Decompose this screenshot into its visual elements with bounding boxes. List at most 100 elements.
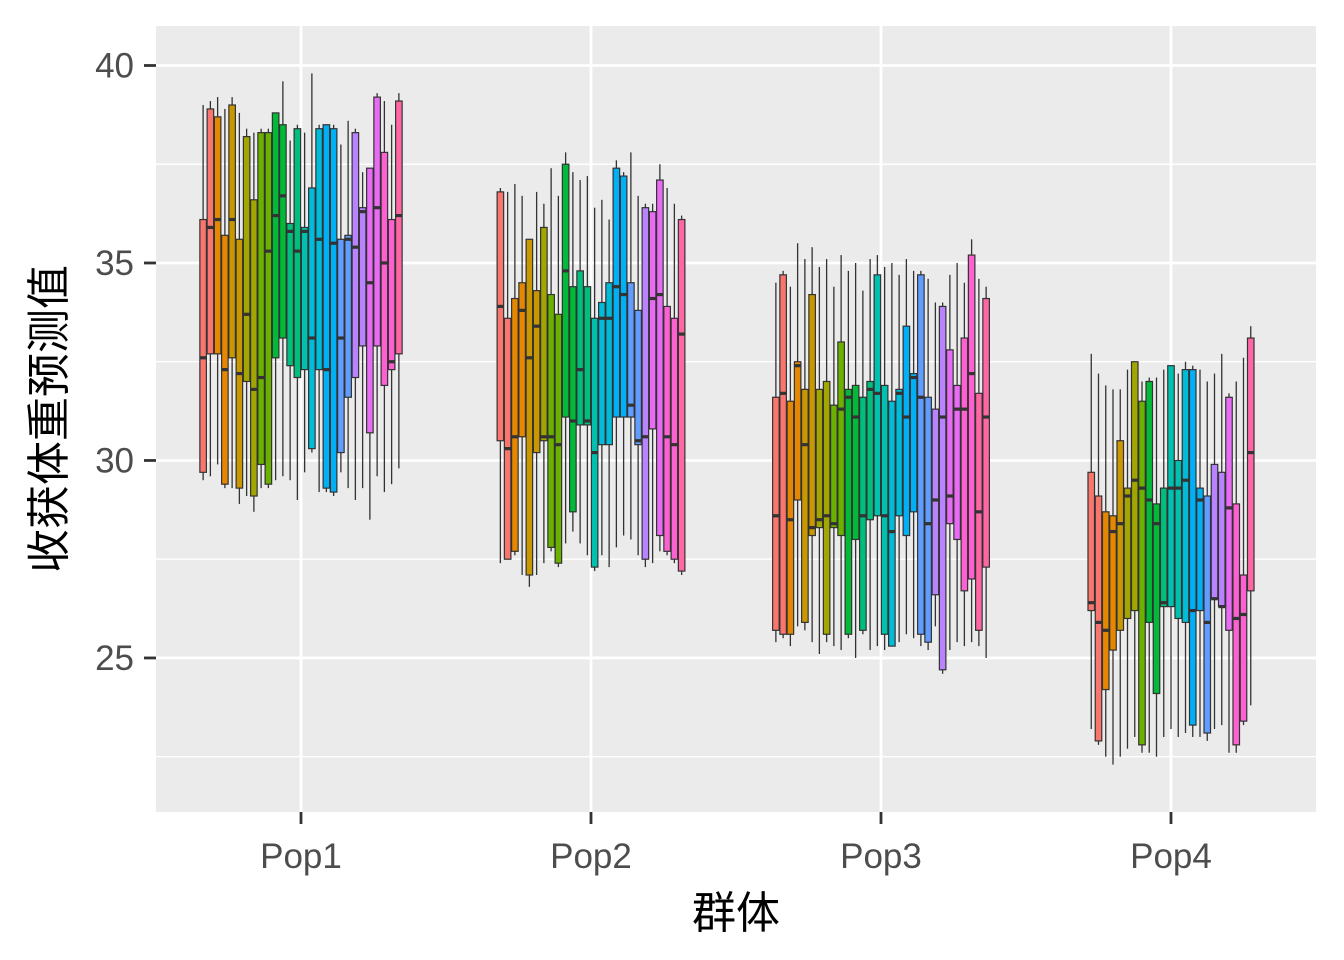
box-iqr	[612, 167, 621, 418]
box-iqr	[880, 384, 889, 635]
box-iqr	[503, 317, 512, 560]
box-iqr	[518, 282, 526, 438]
box-iqr	[830, 404, 838, 529]
box-iqr	[641, 207, 650, 560]
box-iqr	[206, 108, 215, 355]
box	[946, 274, 954, 651]
box-iqr	[286, 222, 294, 367]
box-iqr	[199, 218, 207, 473]
box	[250, 132, 258, 512]
box	[859, 290, 867, 635]
box-iqr	[322, 124, 331, 489]
box	[1181, 361, 1190, 734]
box	[830, 286, 838, 647]
box-iqr	[670, 317, 679, 560]
box	[590, 207, 599, 572]
box-iqr	[329, 128, 338, 493]
box	[271, 112, 280, 481]
box	[1210, 373, 1219, 730]
box	[772, 282, 780, 643]
box	[286, 140, 294, 481]
box	[844, 270, 853, 639]
box	[569, 172, 577, 532]
y-tick-label: 25	[95, 639, 134, 678]
y-axis-title: 收获体重预测值	[24, 265, 75, 573]
box-iqr	[808, 293, 816, 537]
box	[322, 124, 331, 493]
box	[902, 259, 911, 635]
box-iqr	[873, 274, 882, 517]
box	[561, 152, 570, 544]
box	[344, 120, 352, 489]
box-iqr	[257, 132, 265, 466]
box	[938, 302, 947, 674]
box	[1159, 369, 1168, 737]
box	[308, 73, 316, 453]
box-iqr	[235, 238, 244, 489]
box-iqr	[1246, 337, 1255, 592]
box-iqr	[554, 313, 563, 564]
box	[300, 132, 309, 473]
box	[351, 128, 360, 500]
box-iqr	[851, 384, 860, 541]
box	[279, 81, 287, 477]
box	[786, 286, 795, 647]
box	[496, 187, 505, 564]
box	[605, 219, 613, 568]
box-iqr	[1239, 574, 1248, 722]
box	[598, 199, 606, 556]
box	[264, 128, 273, 489]
box	[1101, 385, 1110, 757]
box-iqr	[300, 226, 309, 371]
box	[583, 176, 592, 556]
box	[815, 266, 824, 655]
box	[1109, 389, 1117, 765]
box	[206, 101, 215, 477]
box-iqr	[837, 341, 845, 537]
box	[373, 93, 381, 477]
box-iqr	[786, 400, 795, 635]
box	[576, 180, 584, 544]
box-iqr	[1130, 361, 1139, 612]
box-group-Pop3	[772, 239, 990, 674]
x-tick-label: Pop2	[550, 837, 632, 876]
x-tick-label: Pop1	[260, 837, 342, 876]
box	[793, 243, 802, 627]
box-iqr	[373, 96, 381, 347]
box	[656, 164, 664, 552]
box-iqr	[902, 325, 911, 537]
box-groups	[199, 73, 1255, 765]
box	[518, 195, 526, 576]
box	[634, 195, 642, 556]
box-iqr	[931, 408, 940, 596]
box-iqr	[525, 238, 534, 576]
box	[554, 195, 563, 568]
box-iqr	[315, 128, 323, 371]
box-iqr	[395, 100, 403, 355]
box-iqr	[366, 167, 374, 434]
box-iqr	[656, 179, 664, 537]
box-iqr	[605, 282, 613, 446]
box	[242, 128, 251, 497]
box-iqr	[909, 372, 918, 513]
box-iqr	[677, 218, 686, 572]
box	[228, 97, 236, 489]
box-iqr	[822, 380, 831, 635]
box-iqr	[561, 163, 570, 418]
box-iqr	[1174, 459, 1183, 620]
box	[917, 270, 925, 647]
box	[801, 259, 809, 631]
box-iqr	[793, 361, 802, 501]
box	[880, 266, 889, 651]
box	[808, 247, 816, 643]
box	[293, 124, 302, 500]
box	[909, 270, 918, 639]
box-iqr	[1203, 495, 1212, 734]
box	[1145, 377, 1154, 753]
x-axis: Pop1 Pop2 Pop3 Pop4	[260, 812, 1212, 876]
box-iqr	[815, 388, 824, 529]
box-group-Pop4	[1087, 326, 1255, 765]
box-iqr	[569, 286, 577, 513]
box	[547, 168, 555, 552]
